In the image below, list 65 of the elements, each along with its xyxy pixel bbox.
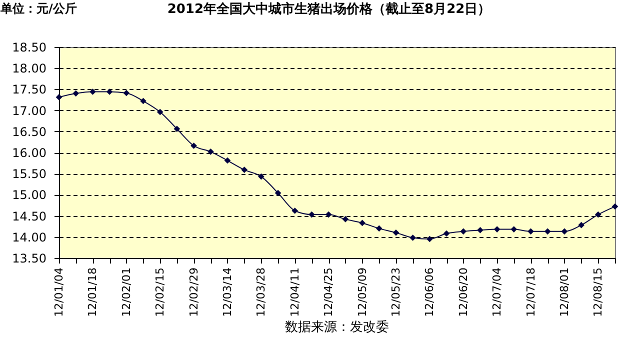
point xyxy=(174,126,180,132)
x-tick-label: 12/08/15 xyxy=(592,268,605,317)
point xyxy=(258,173,264,180)
point xyxy=(106,88,113,95)
y-tick-label: 17.50 xyxy=(12,82,46,97)
source-note: 数据来源：发改委 xyxy=(284,319,390,336)
point xyxy=(410,234,416,241)
x-tick-label: 12/02/15 xyxy=(154,268,167,317)
x-tick-label: 12/05/23 xyxy=(389,268,402,317)
point xyxy=(561,228,568,235)
x-tick-label: 12/07/04 xyxy=(490,268,504,317)
x-tick-label: 12/01/18 xyxy=(86,268,100,317)
point xyxy=(342,216,349,222)
point xyxy=(123,90,130,96)
point xyxy=(207,148,214,155)
point xyxy=(510,226,518,232)
point xyxy=(376,225,382,232)
x-tick-label: 12/03/14 xyxy=(220,268,234,317)
x-tick-label: 12/02/29 xyxy=(187,268,200,317)
y-axis-title: 单位：元/公斤 xyxy=(0,2,77,16)
x-tick-label: 12/03/28 xyxy=(254,268,268,317)
point xyxy=(594,211,602,218)
point xyxy=(392,230,400,236)
point xyxy=(224,157,231,164)
x-tick-label: 12/06/20 xyxy=(456,268,470,317)
point xyxy=(460,228,467,235)
y-tick-label: 18.50 xyxy=(12,40,46,54)
point xyxy=(190,142,197,149)
point xyxy=(443,230,450,237)
y-tick-label: 13.50 xyxy=(12,252,46,266)
x-tick-label: 12/05/09 xyxy=(356,268,369,317)
x-tick-label: 12/08/01 xyxy=(558,268,571,317)
y-tick-label: 15.50 xyxy=(12,167,46,182)
point xyxy=(528,228,534,235)
y-tick-label: 17.00 xyxy=(12,104,46,118)
point xyxy=(308,211,315,218)
point xyxy=(426,236,433,242)
y-tick-label: 18.00 xyxy=(12,62,46,76)
x-tick-label: 12/06/06 xyxy=(423,268,436,317)
x-tick-label: 12/07/18 xyxy=(524,268,538,317)
point xyxy=(612,203,618,210)
point xyxy=(544,228,551,235)
point xyxy=(140,98,146,104)
point xyxy=(274,190,282,196)
point xyxy=(292,208,298,214)
y-tick-label: 15.00 xyxy=(12,188,46,202)
x-tick-label: 12/04/11 xyxy=(288,268,302,317)
point xyxy=(156,108,164,116)
point xyxy=(56,94,62,100)
point xyxy=(359,220,366,226)
y-tick-label: 16.50 xyxy=(12,124,46,139)
x-tick-label: 12/02/01 xyxy=(120,268,133,317)
y-tick-label: 16.00 xyxy=(12,146,46,160)
y-tick-label: 14.50 xyxy=(12,209,46,224)
point xyxy=(477,226,484,234)
point xyxy=(578,222,584,228)
chart-title: 2012年全国大中城市生猪出场价格（截止至8月22日） xyxy=(167,1,491,17)
point xyxy=(241,166,248,173)
point xyxy=(325,211,332,218)
x-tick-label: 12/01/04 xyxy=(52,268,66,317)
x-tick-label: 12/04/25 xyxy=(322,268,336,317)
y-tick-label: 14.00 xyxy=(12,230,46,244)
point xyxy=(72,90,80,97)
point xyxy=(90,88,96,95)
point xyxy=(494,226,500,232)
